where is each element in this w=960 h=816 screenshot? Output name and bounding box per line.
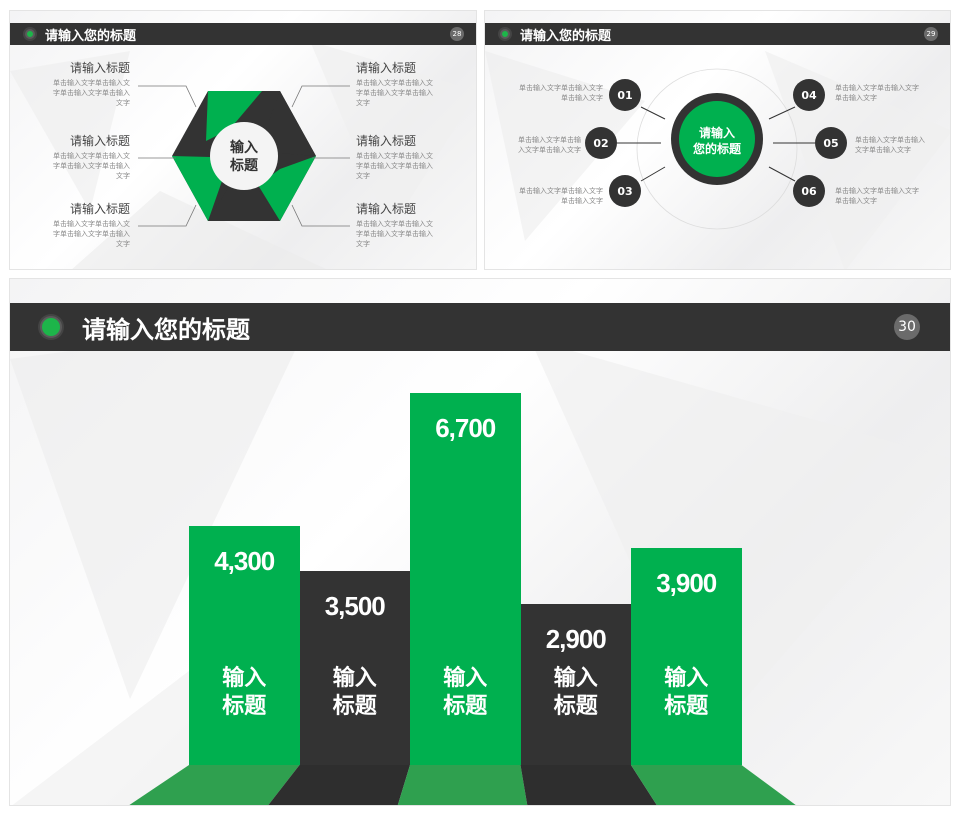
node-text-02: 单击输入文字单击输入文字单击输入文字 [518, 136, 581, 154]
bar-category-label: 输入 标题 [553, 666, 598, 719]
bar-category-label: 输入 标题 [332, 666, 377, 719]
item-title: 请输入标题 [69, 61, 130, 75]
node-02: 02 [585, 127, 617, 159]
hexagon-cycle-graphic [172, 91, 316, 221]
item-title: 请输入标题 [356, 134, 417, 148]
bar-1: 4,300 输入 标题 [189, 526, 300, 765]
item-body: 单击输入文字单击输入文字单击输入文字单击输入文字 [356, 220, 433, 248]
item-body: 单击输入文字单击输入文字单击输入文字单击输入文字 [356, 152, 433, 180]
node-05: 05 [815, 127, 847, 159]
item-body: 单击输入文字单击输入文字单击输入文字单击输入文字 [53, 152, 130, 180]
item-title: 请输入标题 [69, 134, 130, 148]
bar-category-label: 输入 标题 [222, 666, 267, 719]
item-title: 请输入标题 [356, 202, 417, 216]
bar-value-label: 3,500 [324, 591, 386, 621]
slide-28[interactable]: 请输入您的标题 28 输入 标题 请输入标题 单击输入文字单击输入文字单击输入文… [9, 10, 477, 270]
node-text-03: 单击输入文字单击输入文字单击输入文字 [519, 187, 603, 205]
bar-category-label: 输入 标题 [443, 666, 488, 719]
node-text-06: 单击输入文字单击输入文字单击输入文字 [835, 187, 919, 205]
item-title: 请输入标题 [356, 61, 417, 75]
slide-title: 请输入您的标题 [520, 28, 612, 44]
bar-value-label: 2,900 [545, 624, 607, 654]
bar-4: 2,900 输入 标题 [520, 604, 631, 765]
radial-arrows [617, 68, 815, 230]
slide-title: 请输入您的标题 [45, 28, 137, 44]
slide-29[interactable]: 请输入您的标题 29 请输入 您的标题 01 02 03 04 05 06 单击… [484, 10, 951, 270]
slide-header: 请输入您的标题 [10, 303, 950, 351]
item-title: 请输入标题 [69, 202, 130, 216]
bar-value-label: 4,300 [214, 546, 275, 576]
node-03: 03 [609, 175, 641, 207]
center-label: 请输入 您的标题 [692, 126, 741, 156]
page-number: 30 [894, 314, 920, 340]
floor-segment-2 [268, 765, 410, 805]
slide-header: 请输入您的标题 [485, 23, 950, 45]
slide-header: 请输入您的标题 [10, 23, 476, 45]
node-text-04: 单击输入文字单击输入文字单击输入文字 [835, 84, 919, 102]
chart-floor [129, 765, 796, 805]
floor-segment-1 [129, 765, 300, 805]
bar-value-label: 3,900 [656, 568, 717, 598]
bar-5: 3,900 输入 标题 [631, 548, 742, 765]
node-06: 06 [793, 175, 825, 207]
node-text-01: 单击输入文字单击输入文字单击输入文字 [519, 84, 603, 102]
bar-category-label: 输入 标题 [664, 666, 709, 719]
bar-chart: 4,300 输入 标题 3,500 输入 标题 6,700 输入 标题 2,900 输入 标题… [10, 279, 950, 805]
bar-2: 3,500 输入 标题 [299, 571, 410, 765]
header-dot-icon [40, 316, 62, 338]
hexagon-center-label: 输入 标题 [230, 140, 258, 174]
floor-segment-3 [397, 765, 528, 805]
slide-title: 请输入您的标题 [82, 315, 250, 344]
slide-30[interactable]: 请输入您的标题 30 4,300 输入 标题 3,500 输入 标题 6,700 输入 标… [9, 278, 951, 806]
header-dot-icon [25, 29, 35, 39]
item-body: 单击输入文字单击输入文字单击输入文字单击输入文字 [356, 79, 433, 107]
header-dot-icon [500, 29, 510, 39]
connector-lines [138, 85, 350, 227]
node-01: 01 [609, 79, 641, 111]
item-body: 单击输入文字单击输入文字单击输入文字单击输入文字 [53, 220, 130, 248]
item-body: 单击输入文字单击输入文字单击输入文字单击输入文字 [53, 79, 130, 107]
background-polygons [10, 41, 476, 269]
bar-3: 6,700 输入 标题 [410, 393, 521, 765]
node-04: 04 [793, 79, 825, 111]
floor-segment-5 [631, 765, 796, 805]
node-text-05: 单击输入文字单击输入文字单击输入文字 [855, 136, 925, 154]
page-number: 29 [924, 27, 938, 41]
page-number: 28 [450, 27, 464, 41]
bar-value-label: 6,700 [435, 413, 496, 443]
floor-segment-4 [520, 765, 657, 805]
